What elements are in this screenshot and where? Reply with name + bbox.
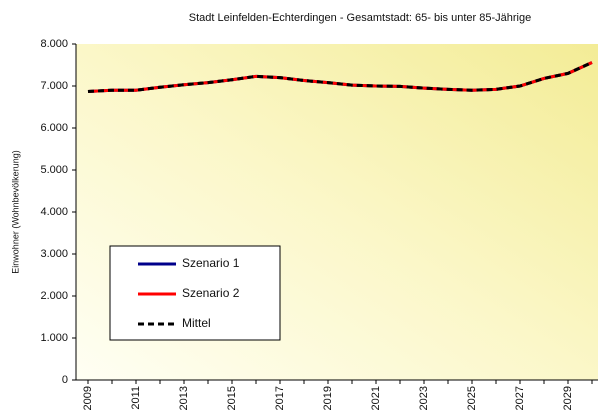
chart-title: Stadt Leinfelden-Echterdingen - Gesamtst… xyxy=(189,12,531,24)
x-tick-label: 2019 xyxy=(322,386,334,410)
x-tick-label: 2013 xyxy=(178,386,190,410)
y-tick-label: 7.000 xyxy=(40,80,68,92)
y-tick-label: 6.000 xyxy=(40,122,68,134)
legend-label: Szenario 1 xyxy=(182,256,240,270)
y-tick-label: 2.000 xyxy=(40,290,68,302)
y-tick-label: 5.000 xyxy=(40,164,68,176)
y-tick-label: 3.000 xyxy=(40,248,68,260)
x-tick-label: 2027 xyxy=(514,386,526,410)
x-tick-label: 2011 xyxy=(130,386,142,410)
y-tick-label: 0 xyxy=(62,374,68,386)
x-tick-label: 2021 xyxy=(370,386,382,410)
y-tick-label: 1.000 xyxy=(40,332,68,344)
legend-label: Szenario 2 xyxy=(182,286,240,300)
x-tick-label: 2017 xyxy=(274,386,286,410)
x-tick-label: 2015 xyxy=(226,386,238,410)
x-tick-label: 2025 xyxy=(466,386,478,410)
series-line xyxy=(87,61,593,93)
y-tick-label: 4.000 xyxy=(40,206,68,218)
legend-label: Mittel xyxy=(182,316,211,330)
x-tick-label: 2023 xyxy=(418,386,430,410)
x-tick-label: 2029 xyxy=(562,386,574,410)
x-tick-label: 2009 xyxy=(82,386,94,410)
y-axis-label: Einwohner (Wohnbevölkerung) xyxy=(10,150,20,273)
legend: Szenario 1 Szenario 2 Mittel xyxy=(109,245,281,341)
y-tick-label: 8.000 xyxy=(40,38,68,50)
